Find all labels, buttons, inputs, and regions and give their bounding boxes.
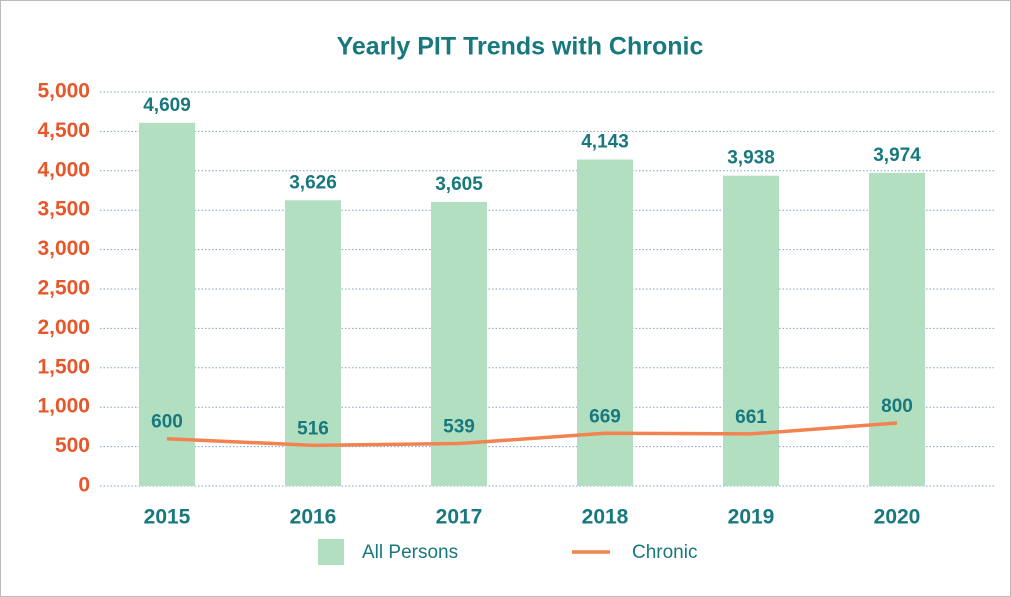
y-tick-label: 2,500 xyxy=(37,277,90,300)
bar-value-label: 3,938 xyxy=(727,148,775,169)
line-value-label: 669 xyxy=(589,406,621,427)
line-value-label: 516 xyxy=(297,418,329,439)
line-value-label: 800 xyxy=(881,396,913,417)
y-tick-label: 5,000 xyxy=(37,80,90,103)
chart-title: Yearly PIT Trends with Chronic xyxy=(337,33,704,61)
legend-label: Chronic xyxy=(632,542,697,563)
bar xyxy=(577,159,633,486)
y-tick-label: 0 xyxy=(78,474,90,497)
x-tick-label: 2015 xyxy=(144,506,191,529)
legend-swatch xyxy=(318,539,344,565)
y-tick-label: 2,000 xyxy=(37,316,90,339)
line-value-label: 539 xyxy=(443,417,475,438)
y-tick-label: 3,000 xyxy=(37,237,90,260)
line xyxy=(166,421,898,448)
y-tick-label: 4,000 xyxy=(37,158,90,181)
bar xyxy=(431,201,487,486)
x-tick-label: 2017 xyxy=(436,506,483,529)
x-tick-label: 2016 xyxy=(290,506,337,529)
bar-value-label: 4,143 xyxy=(581,132,629,153)
bar xyxy=(723,175,779,486)
y-tick-label: 1,000 xyxy=(37,395,90,418)
bar-value-label: 3,974 xyxy=(873,145,921,166)
x-tick-label: 2018 xyxy=(582,506,629,529)
bar-value-label: 3,605 xyxy=(435,174,483,195)
bar-value-label: 3,626 xyxy=(289,172,337,193)
x-tick-label: 2020 xyxy=(874,506,921,529)
y-tick-label: 3,500 xyxy=(37,198,90,221)
legend-label: All Persons xyxy=(362,542,458,563)
line-value-label: 600 xyxy=(151,412,183,433)
y-tick-label: 500 xyxy=(55,434,90,457)
x-tick-label: 2019 xyxy=(728,506,775,529)
bar xyxy=(139,122,195,487)
bar xyxy=(285,200,341,487)
y-tick-label: 4,500 xyxy=(37,119,90,142)
y-tick-label: 1,500 xyxy=(37,355,90,378)
bar xyxy=(869,172,925,486)
bar-value-label: 4,609 xyxy=(143,95,191,116)
line-value-label: 661 xyxy=(735,407,767,428)
